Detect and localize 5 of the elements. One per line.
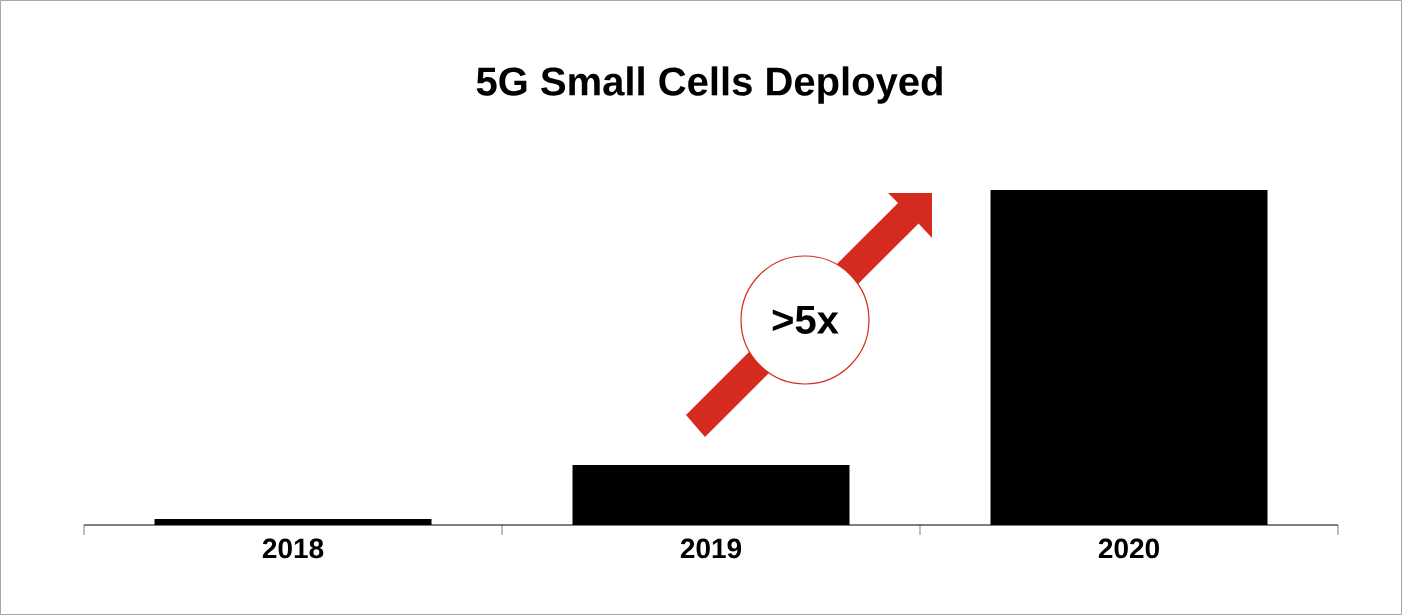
x-tick-label: 2018 [262,538,324,559]
x-tick-label: 2020 [1098,538,1159,559]
x-tick-label: 2019 [680,538,742,559]
annotation: >5x [772,306,839,334]
chart-title: 5G Small Cells Deployed [476,66,942,104]
